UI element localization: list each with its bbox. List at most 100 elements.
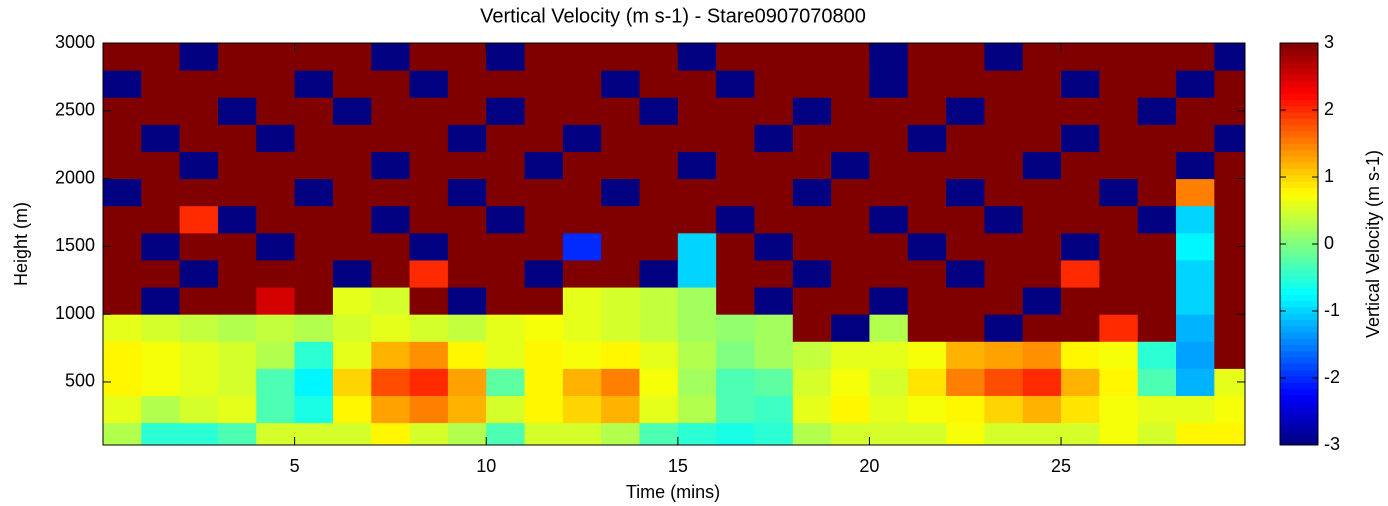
colorbar-step [1280,187,1318,195]
heatmap-cell [1176,232,1215,261]
colorbar-step [1280,344,1318,352]
heatmap-cell [103,422,142,445]
heatmap-cell [409,151,449,180]
heatmap-cell [1099,368,1139,397]
heatmap-cell [907,205,947,234]
heatmap-cell [103,395,142,424]
heatmap-cell [294,422,334,445]
colorbar-step [1280,338,1318,345]
heatmap-cell [256,341,296,369]
colorbar-step [1280,225,1318,232]
colorbar-tick-label: -3 [1324,434,1340,454]
heatmap-cell [869,43,909,71]
heatmap-cell [792,97,832,125]
heatmap-cell [984,178,1024,207]
heatmap-cell [1099,287,1139,315]
heatmap-cell [946,232,985,261]
heatmap-cell [754,259,794,288]
heatmap-cell [869,205,909,234]
heatmap-cell [1022,341,1062,369]
heatmap-cell [869,368,909,397]
heatmap-cell [1137,178,1177,207]
heatmap-cell [256,395,296,424]
heatmap-cell [447,395,487,424]
heatmap-cell [1022,151,1062,180]
heatmap-cell [217,178,257,207]
heatmap-cell [332,178,372,207]
heatmap-cell [1214,368,1245,397]
heatmap-cell [716,97,755,125]
heatmap-cell [792,314,832,342]
heatmap-cell [1099,395,1139,424]
y-tick-label: 2000 [55,167,95,187]
heatmap-cell [1214,205,1245,234]
heatmap-cell [524,205,564,234]
heatmap-cell [524,368,564,397]
heatmap-cell [409,43,449,71]
heatmap-cell [217,341,257,369]
heatmap-cell [486,205,526,234]
heatmap-cell [716,151,755,180]
heatmap-cell [447,124,487,152]
heatmap-cell [1176,287,1215,315]
heatmap-cell [831,232,870,261]
colorbar-step [1280,181,1318,188]
heatmap-cell [639,43,679,71]
heatmap-cell [1137,97,1177,125]
heatmap-cell [716,422,755,445]
colorbar-step [1280,313,1318,320]
heatmap-cell [907,368,947,397]
heatmap-cell [869,97,909,125]
heatmap-cell [217,422,257,445]
heatmap-cell [179,205,219,234]
colorbar-step [1280,388,1318,396]
heatmap-cell [907,70,947,98]
y-tick-label: 1000 [55,303,95,323]
heatmap-cell [1176,43,1215,71]
heatmap-cell [677,124,717,152]
heatmap-cell [907,97,947,125]
heatmap-cell [831,368,870,397]
heatmap-cell [869,314,909,342]
heatmap-cell [332,341,372,369]
heatmap-cell [639,178,679,207]
heatmap-cell [677,70,717,98]
heatmap-cell [1061,287,1100,315]
heatmap-cell [601,70,641,98]
colorbar-step [1280,68,1318,75]
heatmap-cell [103,70,142,98]
heatmap-cell [869,151,909,180]
heatmap-cell [792,341,832,369]
heatmap-cell [1022,395,1062,424]
heatmap-cell [1176,97,1215,125]
heatmap-cell [1099,43,1139,71]
heatmap-cell [524,259,564,288]
heatmap-cell [332,151,372,180]
heatmap-cell [409,395,449,424]
heatmap-cell [1176,341,1215,369]
heatmap-cell [907,151,947,180]
heatmap-cell [217,314,257,342]
heatmap-cell [1137,70,1177,98]
heatmap-cell [1061,259,1100,288]
heatmap-cell [907,124,947,152]
heatmap-cell [256,259,296,288]
heatmap-cell [1137,124,1177,152]
heatmap-cell [562,314,602,342]
colorbar-step [1280,55,1318,63]
heatmap-cell [716,287,755,315]
heatmap-cell [1061,205,1100,234]
heatmap-cell [294,259,334,288]
heatmap-cell [639,97,679,125]
heatmap-cell [1214,395,1245,424]
heatmap-cell [1022,314,1062,342]
heatmap-cell [141,422,181,445]
heatmap-cell [639,70,679,98]
heatmap-cell [256,97,296,125]
heatmap-cell [562,124,602,152]
heatmap-cell [1099,124,1139,152]
heatmap-cell [677,287,717,315]
colorbar-step [1280,80,1318,88]
colorbar-step [1280,206,1318,214]
heatmap-cell [1214,232,1245,261]
